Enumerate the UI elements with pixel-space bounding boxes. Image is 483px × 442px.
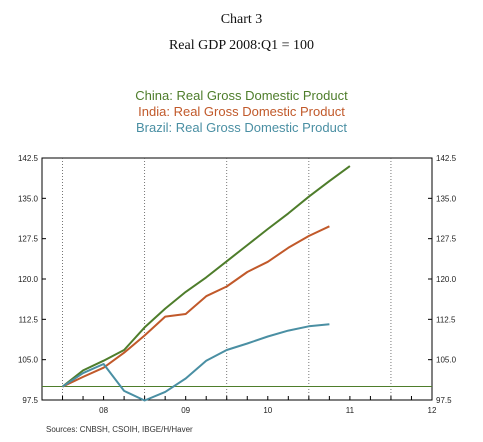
y-tick-label-right: 135.0 [436, 194, 457, 203]
x-tick-label: 11 [346, 406, 355, 415]
y-tick-label-right: 120.0 [436, 275, 457, 284]
chart-title: Chart 3 [220, 12, 263, 27]
y-tick-label-left: 127.5 [18, 235, 39, 244]
y-tick-label-right: 142.5 [436, 154, 457, 163]
x-tick-label: 12 [428, 406, 437, 415]
y-tick-label-left: 142.5 [18, 154, 39, 163]
y-tick-label-right: 97.5 [436, 396, 452, 405]
y-tick-label-left: 105.0 [18, 356, 39, 365]
y-tick-label-left: 97.5 [22, 396, 38, 405]
x-tick-label: 10 [263, 406, 272, 415]
y-tick-label-right: 105.0 [436, 356, 457, 365]
legend: China: Real Gross Domestic Product India… [0, 88, 483, 136]
y-tick-label-right: 112.5 [436, 315, 456, 324]
legend-brazil: Brazil: Real Gross Domestic Product [136, 120, 347, 135]
y-tick-label-right: 127.5 [436, 235, 457, 244]
x-tick-label: 09 [181, 406, 190, 415]
source-note: Sources: CNBSH, CSOIH, IBGE/H/Haver [46, 425, 193, 434]
legend-china: China: Real Gross Domestic Product [135, 88, 348, 103]
legend-india: India: Real Gross Domestic Product [138, 104, 345, 119]
x-tick-label: 08 [99, 406, 108, 415]
y-tick-label-left: 120.0 [18, 275, 39, 284]
y-tick-label-left: 135.0 [18, 194, 39, 203]
brazil-line [61, 323, 330, 402]
chart-subtitle: Real GDP 2008:Q1 = 100 [168, 38, 315, 53]
y-tick-label-left: 112.5 [19, 315, 39, 324]
china-line [61, 165, 351, 388]
india-line [62, 225, 330, 388]
